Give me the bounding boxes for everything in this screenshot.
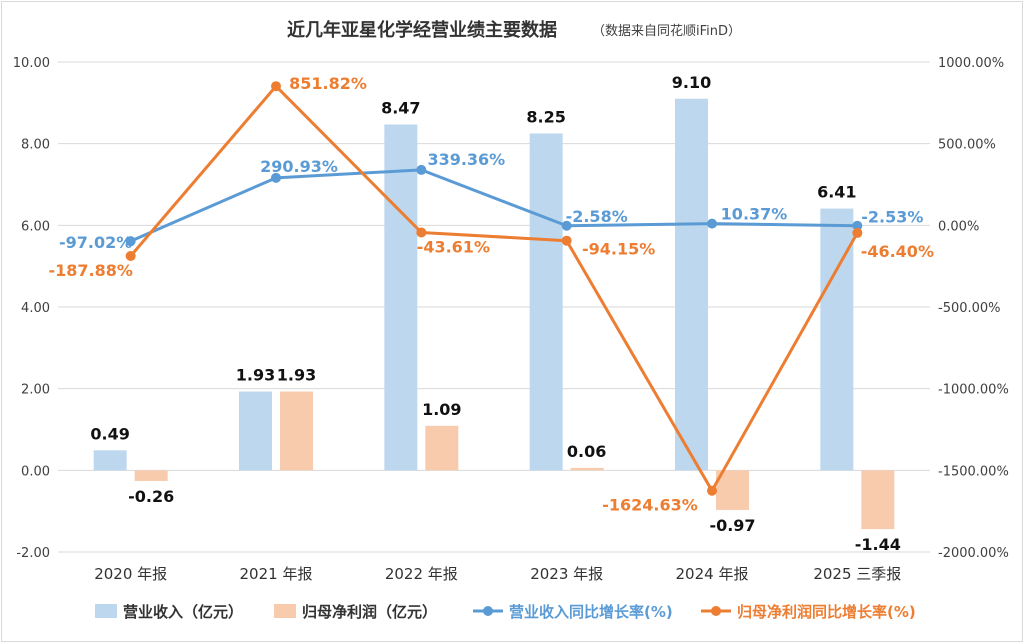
x-tick-label: 2023 年报 <box>530 565 603 583</box>
legend-marker <box>711 606 721 616</box>
chart-subtitle: （数据来自同花顺iFinD） <box>592 23 741 39</box>
net-profit-bar <box>134 470 168 481</box>
x-tick-label: 2025 三季报 <box>813 565 901 583</box>
revenue-growth-point <box>271 172 281 183</box>
profit-growth-point <box>271 81 281 92</box>
x-tick-label: 2020 年报 <box>94 565 167 583</box>
net-profit-bar <box>280 391 313 471</box>
revenue-bar-label: 0.49 <box>90 424 129 443</box>
revenue-growth-point <box>561 220 572 231</box>
revenue-growth-label: -2.53% <box>861 208 923 227</box>
left-tick-label: 4.00 <box>21 301 50 316</box>
net-profit-bar-label: 1.09 <box>422 400 461 419</box>
left-tick-label: 0.00 <box>21 464 50 479</box>
legend-label: 营业收入同比增长率(%) <box>509 603 673 621</box>
gridlines <box>58 61 930 553</box>
net-profit-bar-label: -1.44 <box>855 535 901 554</box>
net-profit-bar <box>716 470 749 510</box>
x-axis: 2020 年报 2021 年报 2022 年报 2023 年报 2024 年报 2025 … <box>94 565 901 583</box>
right-tick-label: 500.00% <box>938 138 996 153</box>
revenue-bar-label: 8.47 <box>381 98 420 117</box>
legend[interactable]: 营业收入（亿元） 归母净利润（亿元） 营业收入同比增长率(%) 归母净利润同比增长率(… <box>95 603 916 621</box>
revenue-growth-label: 339.36% <box>427 150 505 169</box>
profit-growth-label: 851.82% <box>289 74 367 93</box>
revenue-growth-label: 10.37% <box>721 205 788 224</box>
profit-growth-label: -46.40% <box>861 242 934 261</box>
legend-label: 营业收入（亿元） <box>123 603 243 621</box>
line-data-labels: -97.02% 290.93% 339.36% -2.58% 10.37% -2.53% -… <box>48 74 934 514</box>
revenue-bar <box>93 450 127 471</box>
revenue-growth-point <box>125 236 136 247</box>
legend-swatch <box>95 604 117 618</box>
legend-label: 归母净利润同比增长率(%) <box>737 603 916 621</box>
revenue-bar-label: 6.41 <box>817 183 856 202</box>
x-tick-label: 2022 年报 <box>385 565 458 583</box>
profit-growth-point <box>707 485 717 496</box>
revenue-bar-label: 9.10 <box>672 73 711 92</box>
revenue-bar <box>675 98 708 471</box>
revenue-growth-label: -2.58% <box>566 207 628 226</box>
legend-label: 归母净利润（亿元） <box>302 603 437 621</box>
profit-growth-point <box>125 251 136 262</box>
x-tick-label: 2021 年报 <box>240 565 313 583</box>
right-y-axis: -2000.00% -1500.00% -1000.00% -500.00% 0.00%… <box>938 56 1009 561</box>
right-tick-label: -1500.00% <box>938 464 1009 479</box>
revenue-growth-point <box>416 164 427 175</box>
left-y-axis: -2.00 0.00 2.00 4.00 6.00 8.00 10.00 <box>13 56 50 561</box>
left-tick-label: -2.00 <box>16 546 50 561</box>
x-tick-label: 2024 年报 <box>676 565 749 583</box>
legend-swatch <box>274 604 296 618</box>
net-profit-bar-label: -0.26 <box>128 487 174 506</box>
bar-data-labels: 0.49 1.93 8.47 8.25 9.10 6.41 -0.26 1.93 1.09 0.0… <box>90 73 900 554</box>
net-profit-bar <box>570 467 604 471</box>
net-profit-bar <box>861 470 895 530</box>
legend-marker <box>483 606 493 616</box>
profit-growth-point <box>852 227 863 238</box>
right-tick-label: 1000.00% <box>938 56 1004 71</box>
profit-growth-point <box>561 235 572 246</box>
revenue-bar-label: 8.25 <box>526 107 565 126</box>
left-tick-label: 8.00 <box>21 138 50 153</box>
right-tick-label: -500.00% <box>938 301 1001 316</box>
revenue-bar <box>239 391 272 471</box>
right-tick-label: -1000.00% <box>938 383 1009 398</box>
net-profit-bar <box>425 425 459 471</box>
profit-growth-label: -187.88% <box>48 261 132 280</box>
revenue-bar <box>384 124 418 471</box>
left-tick-label: 2.00 <box>21 383 50 398</box>
left-tick-label: 10.00 <box>13 56 50 71</box>
right-tick-label: -2000.00% <box>938 546 1009 561</box>
bar-series <box>93 98 895 530</box>
profit-growth-label: -1624.63% <box>602 496 698 515</box>
net-profit-bar-label: -0.97 <box>709 516 755 535</box>
profit-growth-label: -94.15% <box>582 240 655 259</box>
revenue-growth-line <box>130 168 858 243</box>
revenue-growth-point <box>852 220 863 231</box>
revenue-growth-point <box>707 218 717 229</box>
line-series <box>125 81 863 496</box>
chart-title: 近几年亚星化学经营业绩主要数据 <box>287 19 557 41</box>
revenue-bar <box>529 133 563 471</box>
net-profit-bar-label: 1.93 <box>277 366 316 385</box>
left-tick-label: 6.00 <box>21 219 50 234</box>
revenue-bar-label: 1.93 <box>236 366 275 385</box>
profit-growth-label: -43.61% <box>417 237 490 256</box>
profit-growth-line <box>129 84 859 493</box>
profit-growth-point <box>416 227 427 238</box>
revenue-growth-label: 290.93% <box>260 157 338 176</box>
right-tick-label: 0.00% <box>938 219 979 234</box>
net-profit-bar-label: 0.06 <box>567 442 606 461</box>
revenue-growth-label: -97.02% <box>59 233 132 252</box>
